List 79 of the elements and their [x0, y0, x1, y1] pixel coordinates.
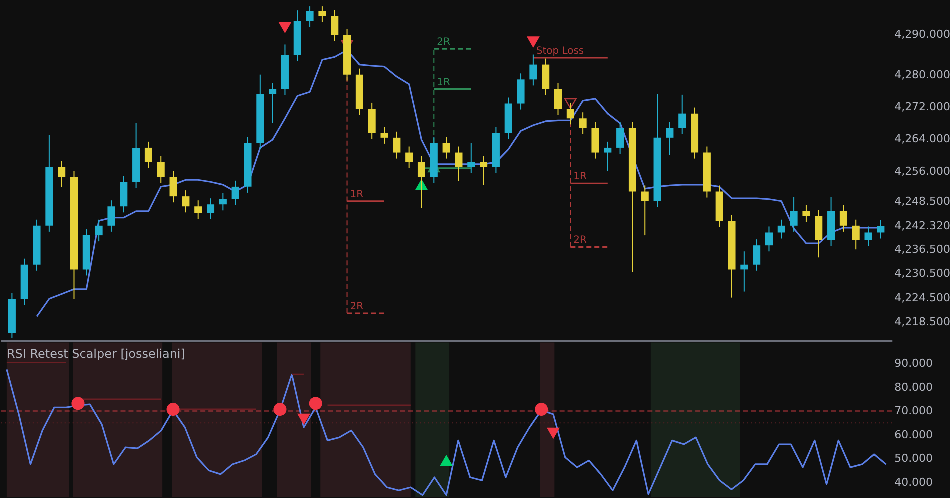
candlestick — [306, 6, 314, 28]
y-tick-label: 4,264.000 — [894, 132, 950, 146]
y-tick-label: 80.000 — [894, 380, 934, 394]
point — [297, 414, 310, 426]
y-tick-label: 60.000 — [894, 428, 934, 442]
series-label: 2R — [437, 37, 450, 48]
candlestick — [58, 160, 66, 188]
y-tick-label: 4,224.500 — [894, 291, 950, 304]
candlestick — [790, 196, 798, 232]
text: RSI Retest Scalper [josseliani] — [6, 346, 186, 361]
y-tick-label: 50.000 — [894, 452, 934, 466]
point — [546, 428, 560, 440]
candlestick — [219, 192, 227, 212]
candlestick — [864, 226, 872, 247]
candlestick — [206, 198, 215, 220]
candlestick — [455, 146, 463, 182]
candlestick — [641, 185, 649, 236]
candlestick — [157, 156, 165, 184]
y-tick-label: 40.000 — [894, 476, 934, 489]
candlestick — [144, 141, 152, 169]
y-tick-label: 4,280.000 — [894, 68, 950, 82]
candlestick — [170, 170, 178, 204]
candlestick — [380, 126, 388, 144]
y-tick-label: 4,242.320 — [894, 220, 950, 233]
y-tick-label: 4,230.500 — [894, 267, 950, 280]
candlestick — [566, 102, 574, 126]
series-label: 2R — [574, 235, 587, 246]
candlestick — [802, 204, 810, 223]
candlestick — [678, 94, 686, 135]
candlestick — [418, 156, 426, 209]
series-label: 1R — [574, 172, 587, 183]
point — [72, 397, 85, 410]
candlestick — [232, 180, 240, 206]
candlestick — [840, 204, 848, 232]
candlestick — [194, 200, 202, 220]
candlestick — [108, 200, 116, 232]
y-tick-label: 4,272.000 — [894, 100, 950, 114]
point — [278, 22, 292, 34]
y-tick-label: 4,290.000 — [894, 28, 950, 42]
candlestick — [554, 82, 562, 116]
point — [535, 403, 548, 416]
candlestick — [393, 131, 401, 160]
candlestick — [852, 219, 860, 250]
candlestick — [530, 54, 538, 86]
candlestick — [753, 239, 761, 272]
candlestick — [666, 122, 674, 156]
series-label: 1R — [437, 77, 450, 88]
y-tick-label: 70.000 — [894, 404, 934, 418]
series-label: Stop Loss — [536, 46, 584, 57]
point — [309, 397, 322, 410]
candlestick — [616, 122, 624, 154]
candlestick — [579, 112, 587, 135]
point — [166, 403, 180, 416]
y-tick-label: 4,248.500 — [894, 194, 950, 208]
candlestick — [468, 142, 476, 174]
series-label: 1R — [350, 189, 364, 200]
point — [564, 98, 577, 110]
candlestick — [406, 146, 414, 169]
point — [440, 455, 454, 466]
y-tick-label: 4,236.500 — [894, 243, 950, 256]
point — [526, 36, 540, 48]
candlestick — [740, 251, 748, 292]
y-tick-label: 4,256.000 — [894, 164, 950, 178]
series-label: 2R — [350, 301, 364, 312]
candlestick — [318, 6, 326, 23]
candlestick — [877, 220, 885, 240]
candlestick — [442, 136, 450, 160]
y-tick-label: 90.000 — [894, 357, 934, 370]
candlestick — [95, 219, 103, 242]
point — [274, 403, 287, 416]
candlestick — [480, 156, 488, 186]
candlestick — [765, 226, 773, 252]
line-series — [6, 368, 887, 496]
y-tick-label: 4,218.500 — [894, 315, 950, 328]
candlestick — [778, 219, 786, 240]
candlestick — [331, 10, 339, 42]
candlestick — [604, 141, 612, 172]
candlestick — [182, 190, 190, 214]
candlestick — [269, 82, 277, 124]
